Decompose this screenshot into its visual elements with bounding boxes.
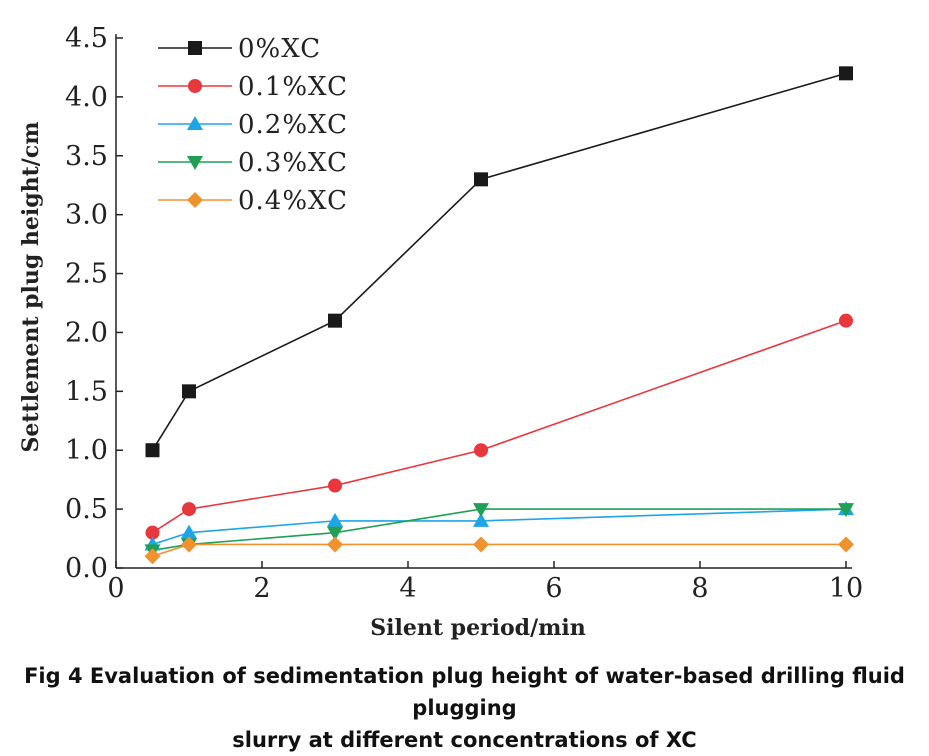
data-point-1-3: [474, 443, 488, 458]
x-tick-label: 6: [545, 573, 562, 604]
legend-marker-4: [187, 192, 203, 208]
series-lines: [151, 72, 847, 557]
x-tick-label: 10: [829, 573, 863, 604]
series-line-1: [152, 319, 847, 534]
axes: [115, 34, 852, 569]
y-tick-label: 2.5: [65, 259, 108, 290]
ticks: 0.0 0.5 1.0 1.5 2.0 2.5 3.0 3.5 4.0 4.5 0 2 4 6 8 10: [65, 23, 863, 604]
x-axis-label: Silent period/min: [370, 615, 585, 641]
x-tick-label: 0: [107, 573, 124, 604]
series-line-4: [152, 543, 846, 557]
y-tick-label: 4.5: [65, 23, 108, 54]
data-point-4-3: [473, 536, 489, 553]
y-tick-label: 2.0: [65, 317, 108, 348]
y-axis-label: Settlement plug height/cm: [18, 121, 44, 452]
y-tick-label: 1.5: [65, 376, 108, 407]
data-point-4-2: [327, 536, 343, 553]
data-point-2-1: [181, 524, 197, 539]
legend-marker-0: [188, 41, 202, 55]
legend-label-2: 0.2%XC: [238, 110, 348, 140]
data-point-2-3: [473, 512, 489, 527]
legend-marker-2: [187, 116, 203, 130]
x-tick-label: 2: [253, 573, 270, 604]
x-tick-label: 4: [399, 573, 416, 604]
data-point-3-2: [327, 526, 343, 541]
line-chart: 0.0 0.5 1.0 1.5 2.0 2.5 3.0 3.5 4.0 4.5 0 2 4 6 8 10 0%…: [18, 23, 863, 641]
data-point-1-2: [328, 478, 342, 493]
caption-line-2: slurry at different concentrations of XC: [232, 728, 697, 752]
legend: 0%XC 0.1%XC 0.2%XC 0.3%XC 0.4%XC: [158, 34, 348, 216]
x-tick-label: 8: [691, 573, 708, 604]
data-point-0-0: [145, 443, 160, 458]
legend-marker-3: [187, 156, 203, 170]
caption-line-1: Fig 4 Evaluation of sedimentation plug h…: [24, 664, 905, 720]
data-point-1-1: [182, 502, 196, 517]
legend-label-4: 0.4%XC: [238, 186, 348, 216]
data-point-0-3: [474, 172, 488, 187]
data-point-1-0: [145, 525, 160, 540]
data-point-0-4: [839, 66, 853, 81]
series-markers: [144, 66, 854, 565]
data-point-1-4: [839, 313, 853, 328]
data-point-3-3: [473, 503, 489, 518]
y-tick-label: 0.0: [65, 553, 108, 584]
data-point-2-2: [327, 512, 343, 527]
y-tick-label: 3.0: [65, 200, 108, 231]
data-point-4-4: [838, 536, 854, 553]
data-point-0-2: [328, 313, 342, 328]
data-point-4-1: [181, 536, 197, 553]
data-point-0-1: [182, 384, 196, 399]
legend-marker-1: [188, 79, 202, 93]
y-tick-label: 3.5: [65, 141, 108, 172]
legend-label-3: 0.3%XC: [238, 148, 348, 178]
y-tick-label: 4.0: [65, 82, 108, 113]
figure-caption: Fig 4 Evaluation of sedimentation plug h…: [0, 660, 929, 756]
y-tick-label: 1.0: [65, 435, 108, 466]
y-tick-label: 0.5: [65, 494, 108, 525]
data-point-4-0: [144, 548, 161, 565]
data-point-3-4: [838, 503, 854, 518]
legend-label-1: 0.1%XC: [238, 72, 348, 102]
legend-label-0: 0%XC: [238, 34, 321, 64]
